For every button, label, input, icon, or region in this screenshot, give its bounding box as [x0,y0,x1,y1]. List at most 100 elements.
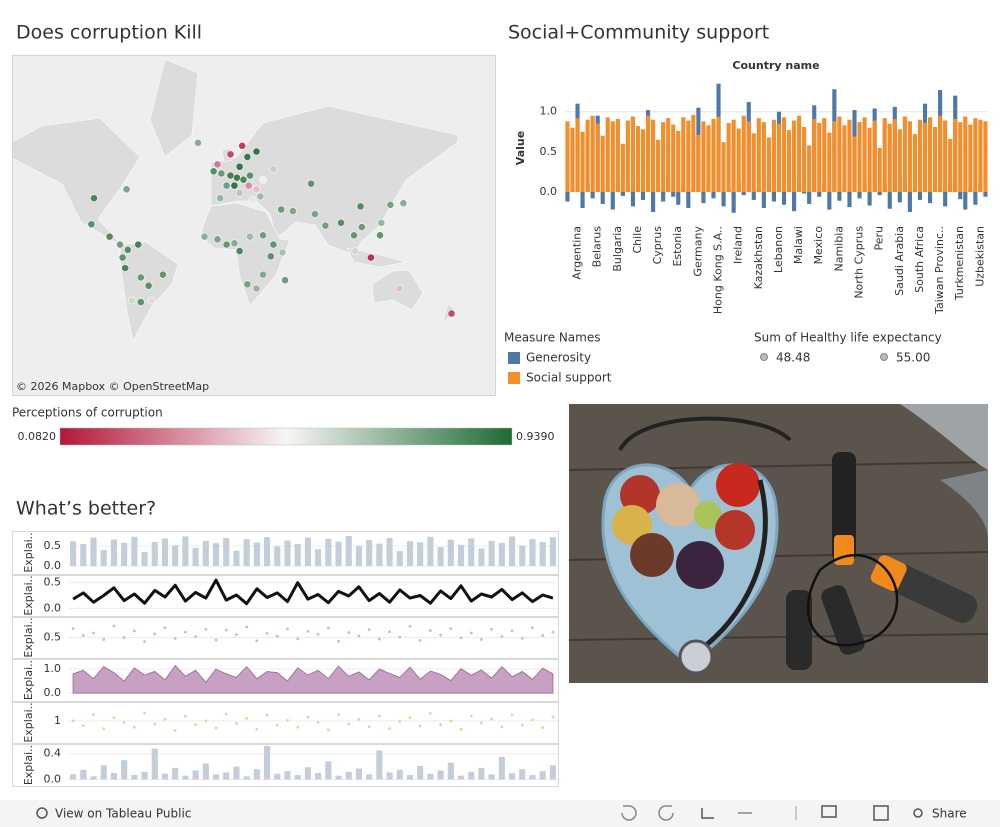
x-tick-label: Cyprus [651,226,664,265]
redo-button[interactable] [658,805,674,821]
point [153,632,157,636]
undo-button[interactable] [621,805,637,821]
bar [927,191,933,204]
panel-y-title: Explai.. [22,745,35,785]
x-tick-label: North Cyprus [853,226,866,299]
map-dot [144,281,153,290]
point [347,722,351,726]
bar [671,124,676,192]
bar [243,539,250,566]
bar [264,537,271,566]
map-dot [222,240,231,249]
size-legend-label: 48.48 [776,351,810,365]
bar [983,191,988,197]
point [449,627,453,630]
point [500,725,504,729]
revert-button[interactable] [701,808,714,819]
bar [686,120,691,192]
point [398,635,402,639]
bar [847,119,852,192]
map-dot [226,171,235,180]
bar [943,120,948,192]
point [469,714,473,718]
map-dot [134,240,143,249]
bar [172,545,179,566]
color-ramp [59,427,513,446]
line [72,578,554,606]
point [173,728,177,732]
point [408,625,412,628]
x-tick-label: Lebanon [772,226,785,273]
map-dot [239,175,248,184]
bar [963,116,968,192]
view-link[interactable]: View on Tableau Public [55,807,191,821]
bar [100,550,107,566]
toolbar [0,800,1000,827]
map-dot [222,181,231,190]
bar [110,773,117,780]
download-button[interactable] [821,805,837,818]
bar [907,191,912,212]
size-legend-marker [880,353,888,361]
point [449,719,453,723]
map-dot [238,141,247,150]
bar [711,118,716,192]
bar [882,118,887,192]
y-tick-label: 0.0 [540,185,558,198]
bar [396,769,403,780]
point [102,638,106,641]
fullscreen-button[interactable] [873,805,889,821]
map-dot [213,235,222,244]
point [439,723,443,727]
bar [741,191,746,196]
bar [651,119,656,192]
bar [605,117,610,192]
bar [478,548,485,566]
legend-swatch [508,372,520,384]
map-dot [213,160,222,169]
panel-frame [12,575,559,617]
bar [539,771,546,780]
map-dot [123,245,132,254]
bar [661,122,666,192]
bar [948,138,953,192]
bar [771,191,776,202]
bar [457,544,465,566]
map-dot [158,270,167,279]
x-tick-label: Taiwan Provinc.. [933,226,946,315]
y-tick-label: 0.0 [44,773,62,786]
bar [488,540,495,566]
point [112,716,116,720]
point [275,723,279,727]
point [296,725,300,729]
point [408,716,412,720]
bar [887,123,892,192]
share-button[interactable]: Share [932,807,967,821]
bar [802,191,807,194]
point [377,714,381,718]
map-dot [248,195,257,204]
bar [70,774,77,780]
map-dot [288,207,297,215]
bar [519,769,526,780]
point [214,638,218,642]
point [510,713,514,717]
bar [857,122,862,192]
map-dot [90,194,98,203]
bar [366,540,373,566]
bar [580,131,585,192]
bar [862,117,867,192]
size-legend-marker [760,353,768,361]
point [245,625,249,629]
map-dot [105,232,114,241]
map-dots [87,138,456,318]
bar [983,121,988,192]
point [163,626,167,630]
view-on-public[interactable]: View on Tableau Public [36,807,191,821]
map-dot [216,194,224,203]
bar [812,118,817,192]
point [194,723,198,727]
point [510,629,514,633]
point [337,639,340,643]
